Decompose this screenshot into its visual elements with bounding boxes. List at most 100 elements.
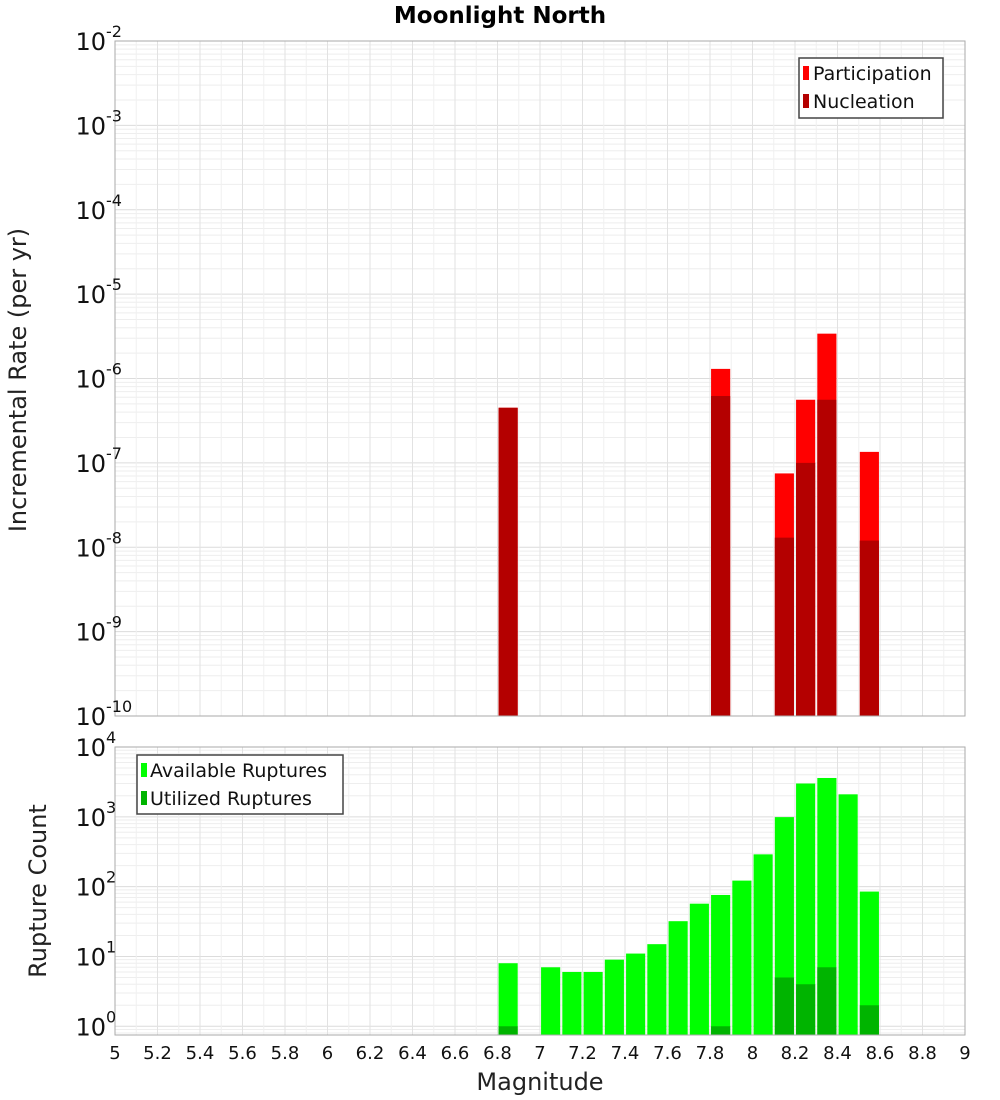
- legend-label-participation: Participation: [813, 63, 932, 85]
- x-tick-label: 7: [534, 1043, 545, 1064]
- available-ruptures-bar: [838, 794, 858, 1035]
- bottom-y-axis-label: Rupture Count: [24, 804, 52, 978]
- available-ruptures-bar: [732, 880, 752, 1035]
- x-tick-label: 6.6: [441, 1043, 470, 1064]
- x-tick-label: 7.6: [653, 1043, 682, 1064]
- y-tick-label: 10: [75, 943, 106, 971]
- y-tick-exponent: -3: [106, 106, 122, 125]
- x-tick-label: 6.2: [356, 1043, 385, 1064]
- utilized-ruptures-bar: [796, 984, 816, 1035]
- x-tick-label: 8.8: [908, 1043, 937, 1064]
- legend-swatch-utilized: [141, 791, 147, 805]
- nucleation-bar: [498, 407, 518, 716]
- y-tick-label: 10: [75, 874, 106, 902]
- top-legend: Participation Nucleation: [798, 57, 944, 119]
- y-tick-label: 10: [75, 112, 106, 140]
- x-tick-label: 5.8: [271, 1043, 300, 1064]
- y-tick-label: 10: [75, 450, 106, 478]
- available-ruptures-bar: [711, 894, 731, 1035]
- x-tick-label: 7.8: [696, 1043, 725, 1064]
- x-tick-label: 8: [747, 1043, 758, 1064]
- y-tick-exponent: 4: [106, 728, 116, 747]
- bottom-bars: [498, 777, 879, 1035]
- legend-label-utilized: Utilized Ruptures: [150, 788, 312, 810]
- x-axis-label: Magnitude: [476, 1068, 603, 1096]
- y-tick-exponent: 1: [106, 937, 116, 956]
- available-ruptures-bar: [541, 967, 561, 1035]
- legend-label-available: Available Ruptures: [150, 760, 327, 782]
- bottom-legend-box: [136, 754, 344, 815]
- y-tick-label: 10: [75, 534, 106, 562]
- bottom-plot-frame: [114, 746, 966, 1036]
- legend-swatch-participation: [803, 66, 809, 80]
- y-tick-label: 10: [75, 197, 106, 225]
- y-tick-label: 10: [75, 703, 106, 731]
- top-legend-box: [798, 57, 944, 119]
- y-tick-label: 10: [75, 366, 106, 394]
- x-tick-labels: 5 5.2 5.4 5.6 5.8 6 6.2 6.4 6.6 6.8 7 7.2 7.4 7.6 7.8 8…: [109, 1043, 970, 1064]
- y-tick-exponent: 2: [106, 868, 116, 887]
- bottom-legend: Available Ruptures Utilized Ruptures: [136, 754, 344, 815]
- x-tick-label: 7.4: [611, 1043, 640, 1064]
- utilized-ruptures-bar: [711, 1026, 731, 1035]
- available-ruptures-bar: [583, 971, 603, 1035]
- nucleation-bar: [711, 396, 731, 716]
- available-ruptures-bar: [753, 854, 773, 1035]
- available-ruptures-bar: [859, 891, 879, 1035]
- chart-title: Moonlight North: [394, 3, 606, 29]
- x-tick-label: 8.2: [781, 1043, 810, 1064]
- utilized-ruptures-bar: [859, 1005, 879, 1035]
- y-tick-exponent: -7: [106, 444, 122, 463]
- y-tick-exponent: 0: [106, 1007, 116, 1026]
- x-tick-label: 8.6: [866, 1043, 895, 1064]
- y-tick-exponent: 3: [106, 798, 116, 817]
- legend-swatch-available: [141, 763, 147, 777]
- x-tick-label: 6.4: [398, 1043, 427, 1064]
- x-tick-label: 9: [959, 1043, 970, 1064]
- y-tick-label: 10: [75, 1013, 106, 1041]
- x-tick-label: 6: [322, 1043, 333, 1064]
- y-tick-label: 10: [75, 619, 106, 647]
- legend-label-nucleation: Nucleation: [813, 91, 915, 113]
- utilized-ruptures-bar: [817, 967, 837, 1035]
- top-bars: [498, 333, 879, 716]
- y-tick-exponent: -2: [106, 22, 122, 41]
- available-ruptures-bar: [796, 783, 816, 1035]
- available-ruptures-bar: [562, 971, 582, 1035]
- y-tick-exponent: -4: [106, 191, 122, 210]
- available-ruptures-bar: [668, 921, 688, 1035]
- nucleation-bar: [796, 462, 816, 716]
- available-ruptures-bar: [498, 963, 518, 1035]
- y-tick-label: 10: [75, 734, 106, 762]
- x-tick-label: 5.2: [143, 1043, 172, 1064]
- available-ruptures-bar: [604, 959, 624, 1035]
- nucleation-bar: [859, 540, 879, 716]
- top-y-axis-label: Incremental Rate (per yr): [4, 228, 32, 532]
- available-ruptures-bar: [626, 953, 646, 1035]
- legend-swatch-nucleation: [803, 94, 809, 108]
- top-plot-frame: [114, 40, 966, 717]
- utilized-ruptures-bar: [498, 1026, 518, 1035]
- y-tick-exponent: -5: [106, 275, 122, 294]
- y-tick-exponent: -10: [106, 697, 132, 716]
- available-ruptures-bar: [689, 903, 709, 1035]
- x-tick-label: 7.2: [568, 1043, 597, 1064]
- x-tick-label: 5.4: [186, 1043, 215, 1064]
- y-tick-exponent: -6: [106, 360, 122, 379]
- y-tick-label: 10: [75, 28, 106, 56]
- x-tick-label: 5.6: [228, 1043, 257, 1064]
- y-tick-exponent: -8: [106, 528, 122, 547]
- nucleation-bar: [774, 537, 794, 716]
- nucleation-bar: [817, 399, 837, 716]
- y-tick-label: 10: [75, 804, 106, 832]
- y-tick-exponent: -9: [106, 613, 122, 632]
- y-tick-label: 10: [75, 281, 106, 309]
- x-tick-label: 5: [109, 1043, 120, 1064]
- available-ruptures-bar: [647, 944, 667, 1035]
- x-tick-label: 6.8: [483, 1043, 512, 1064]
